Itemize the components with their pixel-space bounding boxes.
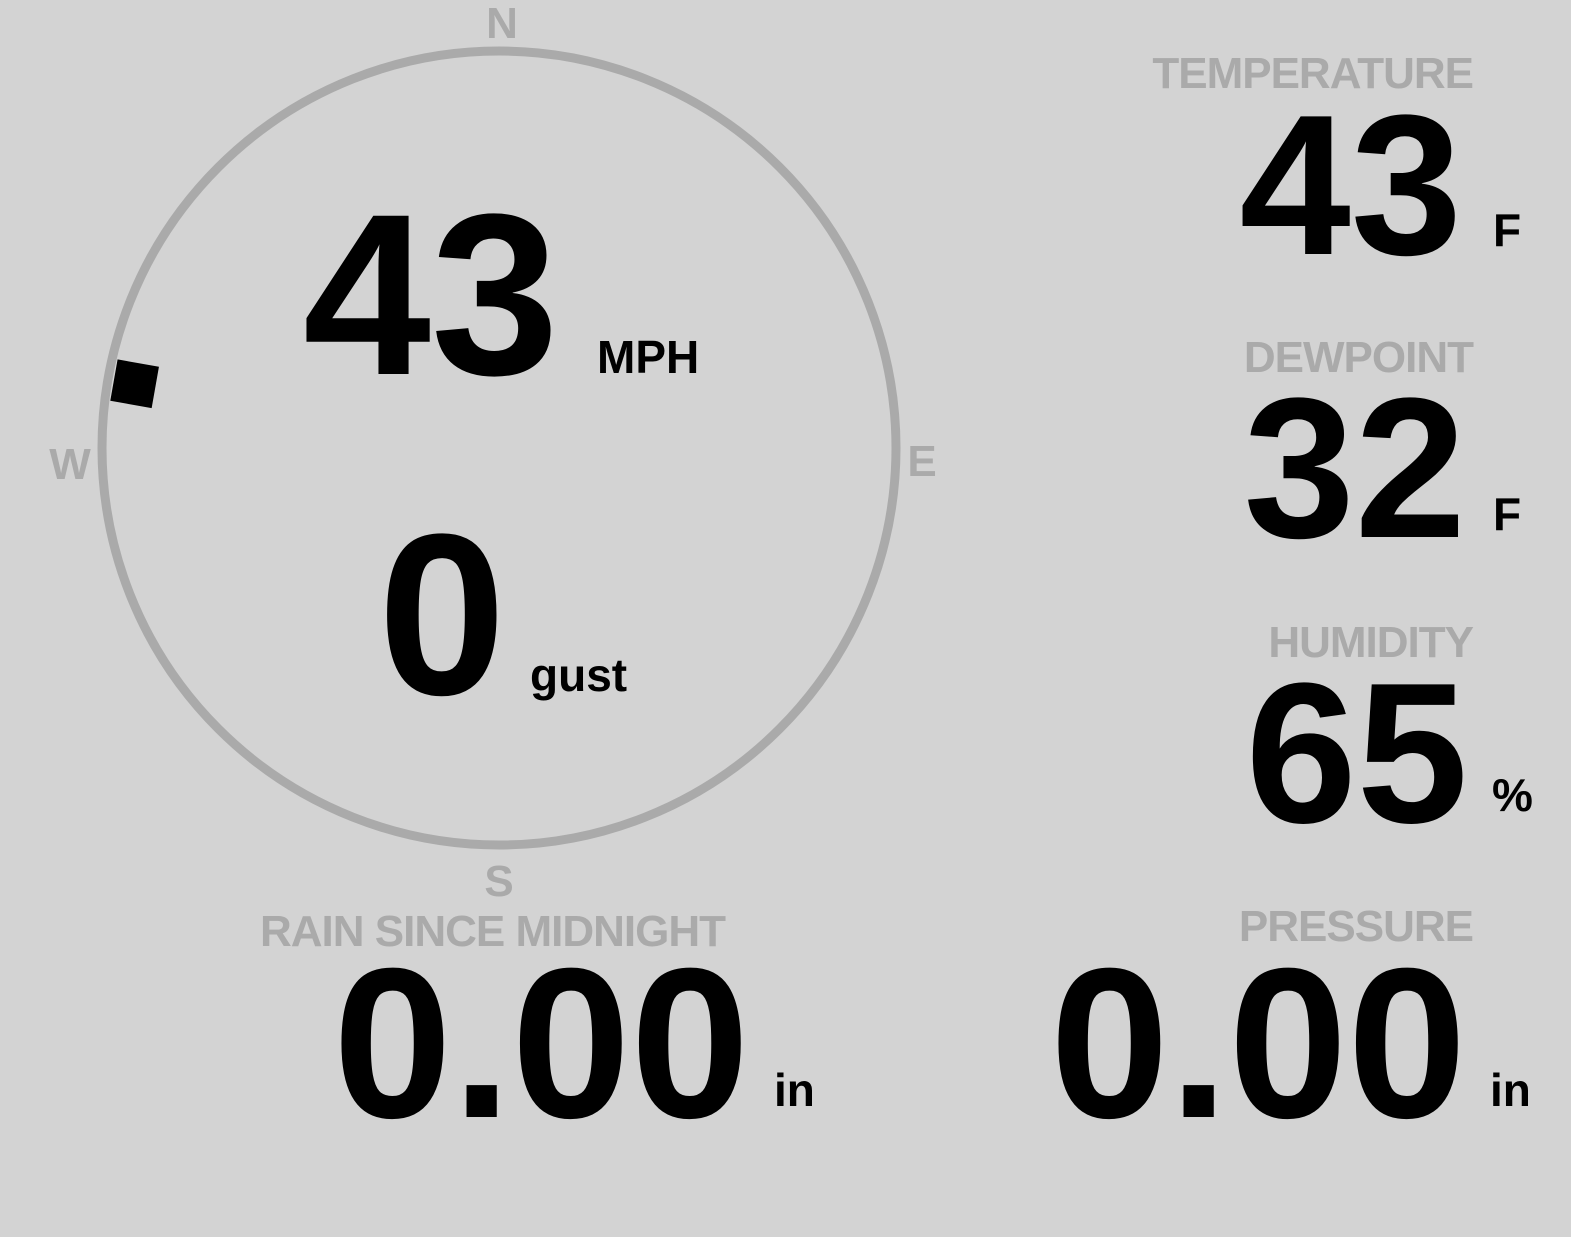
compass-west: W <box>49 440 91 489</box>
rain-label: RAIN SINCE MIDNIGHT <box>260 907 726 956</box>
temperature-label: TEMPERATURE <box>1152 49 1474 98</box>
dewpoint-unit: F <box>1493 488 1522 540</box>
pressure-value: 0.00 <box>1050 924 1467 1163</box>
temperature-value: 43 <box>1239 74 1462 297</box>
wind-speed-value: 43 <box>303 166 559 423</box>
wind-direction-marker <box>110 359 159 409</box>
pressure-unit: in <box>1490 1064 1531 1116</box>
dewpoint-value: 32 <box>1243 357 1466 580</box>
compass-ring <box>97 46 901 850</box>
compass-east: E <box>907 437 937 486</box>
humidity-label: HUMIDITY <box>1268 618 1474 667</box>
temperature-unit: F <box>1493 204 1522 256</box>
dewpoint-label: DEWPOINT <box>1243 333 1474 382</box>
rain-unit: in <box>774 1064 815 1116</box>
wind-speed-unit: MPH <box>597 331 700 383</box>
wind-gust-value: 0 <box>378 486 506 743</box>
pressure-label: PRESSURE <box>1238 902 1474 951</box>
wind-gust-label: gust <box>530 649 628 701</box>
humidity-unit: % <box>1492 769 1533 821</box>
rain-value: 0.00 <box>333 924 750 1163</box>
compass-south: S <box>484 857 514 906</box>
humidity-value: 65 <box>1245 642 1468 865</box>
compass-north: N <box>486 0 518 48</box>
